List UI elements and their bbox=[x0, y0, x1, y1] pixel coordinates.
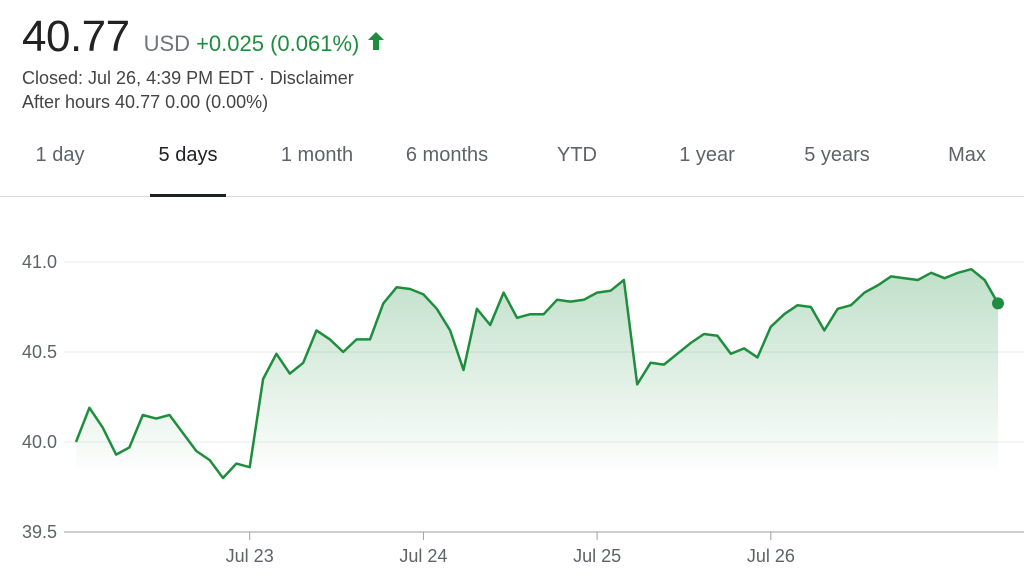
arrow-up-icon bbox=[367, 31, 385, 56]
last-price-marker bbox=[992, 297, 1004, 310]
y-tick-label: 40.5 bbox=[22, 342, 57, 362]
after-hours-status: After hours 40.77 0.00 (0.00%) bbox=[22, 92, 269, 112]
price-row: 40.77 USD +0.025 (0.061%) bbox=[22, 12, 385, 62]
range-tabs: 1 day 5 days 1 month 6 months YTD 1 year 5 yea… bbox=[0, 132, 1024, 197]
y-tick-label: 39.5 bbox=[22, 522, 57, 542]
tab-ytd[interactable]: YTD bbox=[557, 144, 597, 166]
y-tick-label: 41.0 bbox=[22, 252, 57, 272]
x-tick-label: Jul 24 bbox=[399, 546, 447, 566]
x-tick-label: Jul 23 bbox=[226, 546, 274, 566]
x-tick-label: Jul 26 bbox=[747, 546, 795, 566]
price-change: +0.025 (0.061%) bbox=[196, 31, 360, 56]
price-area-fill bbox=[76, 269, 998, 478]
active-tab-underline bbox=[150, 194, 226, 197]
currency-label: USD bbox=[143, 31, 191, 56]
quote-header: 40.77 USD +0.025 (0.061%) Closed: Jul 26… bbox=[22, 12, 385, 114]
tab-5-days[interactable]: 5 days bbox=[158, 144, 218, 166]
tab-max[interactable]: Max bbox=[948, 144, 986, 166]
price-line bbox=[74, 267, 1000, 480]
price-chart: 41.0 40.5 40.0 39.5 Jul 23 Jul 24 Jul 25 Jul 26 bbox=[22, 252, 1024, 566]
tab-1-year[interactable]: 1 year bbox=[679, 144, 735, 166]
x-tick-label: Jul 25 bbox=[573, 546, 621, 566]
tab-1-month[interactable]: 1 month bbox=[280, 144, 354, 166]
closed-status: Closed: Jul 26, 4:39 PM EDT · Disclaimer bbox=[22, 68, 354, 88]
tab-6-months[interactable]: 6 months bbox=[405, 144, 489, 166]
tab-1-day[interactable]: 1 day bbox=[35, 144, 85, 166]
tab-5-years[interactable]: 5 years bbox=[804, 144, 870, 166]
current-price: 40.77 bbox=[22, 12, 130, 61]
y-tick-label: 40.0 bbox=[22, 432, 57, 452]
